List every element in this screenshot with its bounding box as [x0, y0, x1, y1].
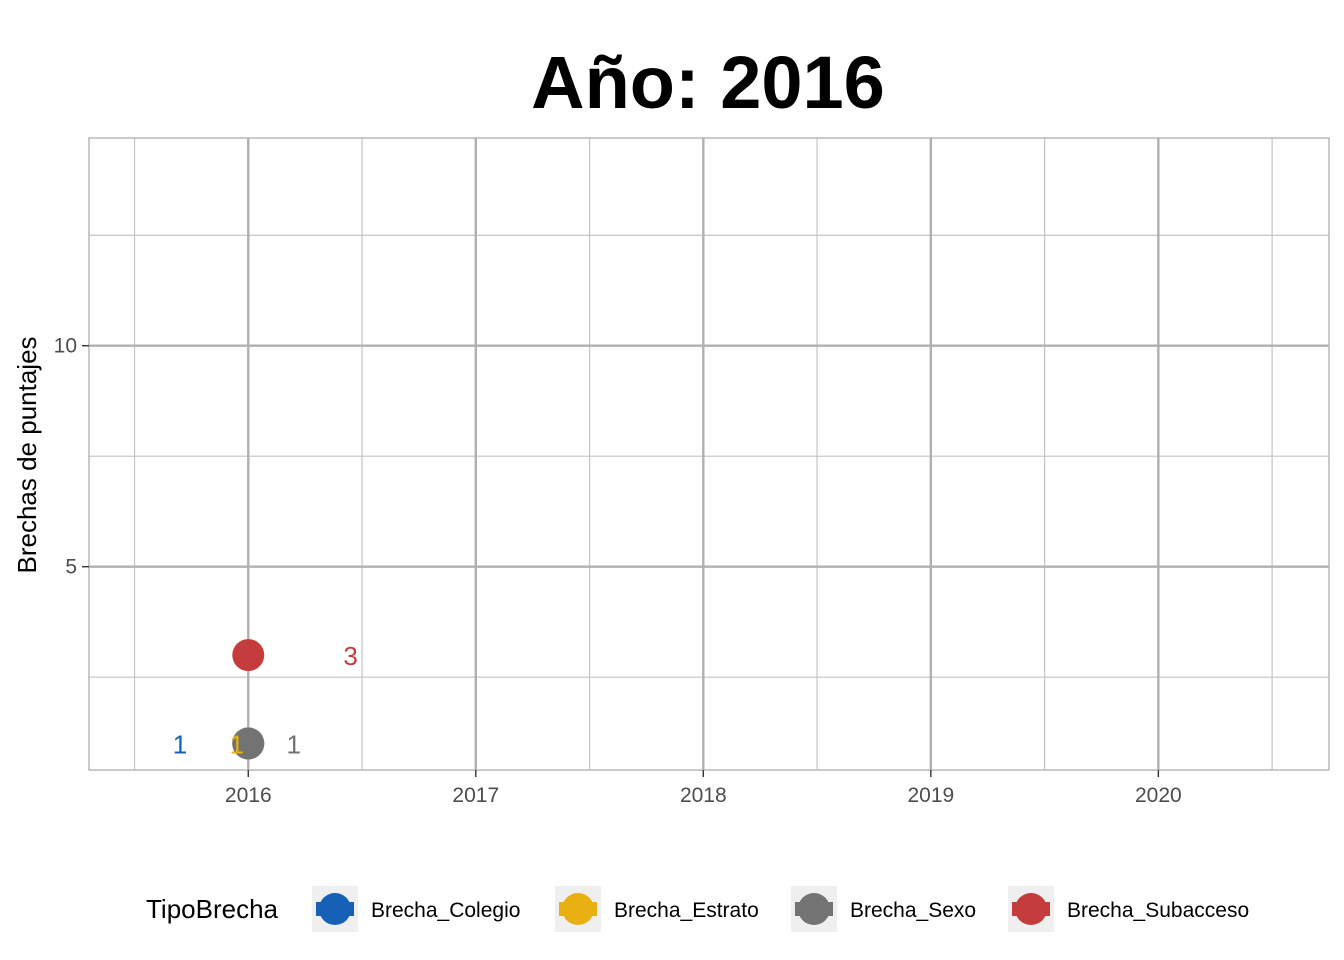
legend-title: TipoBrecha: [146, 894, 279, 924]
plot-panel: [89, 138, 1329, 770]
legend-key-point: [319, 893, 351, 925]
legend: TipoBrecha Brecha_Colegio Brecha_Estrato B…: [146, 886, 1249, 932]
data-point-brecha_sexo: [232, 727, 265, 760]
legend-key-point: [562, 893, 594, 925]
data-point-brecha_subacceso: [232, 639, 265, 672]
x-tick-label: 2018: [680, 784, 727, 807]
y-axis-title: Brechas de puntajes: [12, 336, 42, 573]
plot-border: [88, 137, 1330, 771]
x-tick-label: 2020: [1135, 784, 1182, 807]
axis-layer: 2016 2017 2018 2019 2020 5 10: [54, 335, 1182, 807]
data-label-brecha_estrato: 1: [230, 729, 244, 759]
legend-key-point: [798, 893, 830, 925]
legend-label: Brecha_Estrato: [614, 899, 759, 922]
data-label-brecha_subacceso: 3: [343, 641, 357, 671]
legend-label: Brecha_Subacceso: [1067, 899, 1249, 922]
data-label-brecha_sexo: 1: [287, 729, 301, 759]
x-tick-label: 2019: [907, 784, 954, 807]
x-tick-label: 2017: [452, 784, 499, 807]
chart-title: Año: 2016: [531, 41, 885, 124]
legend-label: Brecha_Colegio: [371, 899, 520, 922]
legend-label: Brecha_Sexo: [850, 899, 976, 922]
x-tick-label: 2016: [225, 784, 272, 807]
legend-key-point: [1015, 893, 1047, 925]
labels-layer: 1 1 1 3: [173, 641, 358, 759]
data-label-brecha_colegio: 1: [173, 729, 187, 759]
y-tick-label: 10: [54, 335, 77, 358]
points-layer: [232, 639, 265, 760]
y-tick-label: 5: [65, 556, 77, 579]
